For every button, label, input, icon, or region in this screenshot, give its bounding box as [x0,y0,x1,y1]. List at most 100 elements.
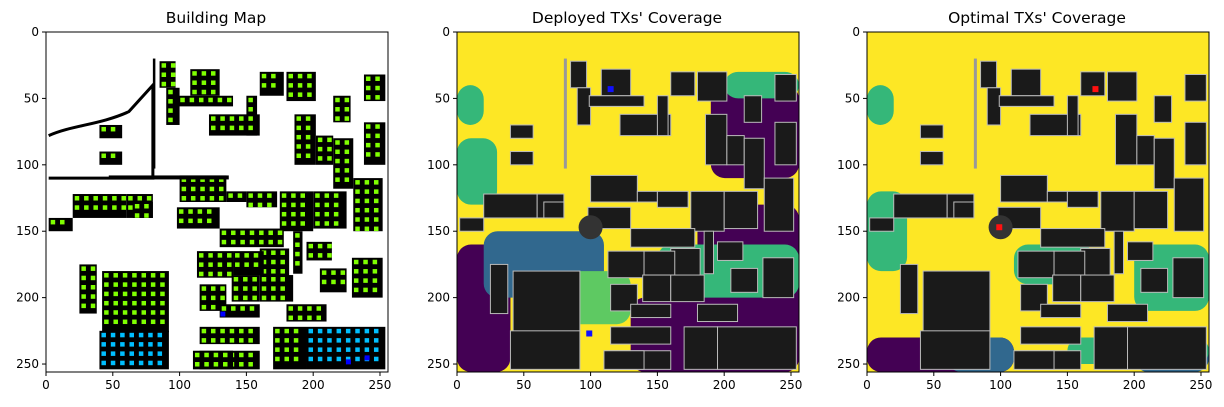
grid-marker [364,198,370,204]
receiver-marker [345,356,351,362]
grid-marker [217,262,223,267]
grid-marker [210,328,216,334]
grid-marker [227,253,232,258]
grid-marker [327,156,332,161]
grid-marker [189,97,195,103]
grid-marker [353,269,359,274]
receiver-marker [327,338,332,343]
wall-line [563,58,567,169]
grid-marker [206,218,212,224]
receiver-marker [120,332,125,338]
grid-marker [324,211,330,217]
building-block [246,95,258,136]
grid-marker [261,259,267,265]
grid-marker [122,300,128,306]
grid-marker [271,269,276,274]
receiver-marker [129,351,134,356]
building-block [919,330,991,370]
grid-marker [284,338,289,343]
grid-marker [74,205,80,210]
grid-marker [333,221,339,226]
grid-marker [220,286,225,291]
grid-marker [261,286,267,291]
receiver-marker [148,342,153,347]
grid-marker [194,352,200,358]
grid-marker [141,310,147,315]
grid-marker [210,286,216,291]
grid-marker [181,196,187,201]
grid-marker [209,196,215,201]
grid-marker [243,277,248,282]
grid-marker [239,125,244,131]
grid-marker [271,83,276,88]
building-block [630,228,696,248]
grid-marker [335,168,340,173]
building-block [192,350,234,370]
grid-marker [235,253,240,258]
grid-marker [277,239,283,245]
grid-marker [213,352,219,358]
grid-marker [296,116,301,121]
grid-marker [307,315,312,321]
grid-marker [333,202,339,208]
grid-marker [208,253,213,258]
grid-marker [317,137,323,143]
receiver-marker [101,360,106,366]
grid-marker [293,328,299,334]
grid-marker [204,362,209,367]
x-tick-label: 200 [1123,378,1146,392]
grid-marker [364,189,370,194]
building-block [919,151,944,166]
grid-marker [132,310,137,315]
receiver-marker [373,356,379,362]
receiver-marker [336,328,342,334]
grid-marker [121,205,126,210]
wall-line [152,58,156,169]
grid-marker [201,295,207,301]
grid-marker [200,186,205,192]
building-block [670,71,696,97]
grid-marker [228,193,233,198]
grid-marker [315,202,320,208]
receiver-marker [317,338,323,343]
grid-marker [104,291,109,297]
grid-marker [293,338,299,343]
grid-marker [372,278,378,283]
building-block [919,124,944,139]
grid-marker [317,156,323,161]
grid-marker [90,266,96,271]
grid-marker [375,76,380,81]
receiver-marker [336,356,342,362]
grid-marker [317,146,323,152]
grid-marker [297,92,303,97]
receiver-marker [364,338,370,343]
building-block [1100,190,1135,232]
building-block [1127,241,1154,261]
grid-marker [209,186,215,192]
receiver-marker [373,347,379,352]
grid-marker [128,196,133,201]
building-block [1040,303,1082,319]
grid-marker [335,149,340,155]
grid-marker [210,125,216,131]
x-tick-label: 100 [168,378,191,392]
grid-marker [375,142,380,148]
grid-marker [300,193,305,198]
grid-marker [248,97,253,103]
grid-marker [288,92,293,97]
grid-marker [317,243,323,249]
receiver-marker [308,338,314,343]
building-block [1040,228,1106,248]
grid-marker [291,202,296,208]
grid-marker [137,196,143,201]
grid-marker [344,149,350,155]
building-block [590,174,638,203]
grid-marker [271,286,276,291]
y-tick-label: 100 [16,158,39,172]
grid-marker [50,219,56,225]
grid-marker [190,177,196,182]
building-block [1133,190,1169,230]
y-tick-label: 0 [442,25,450,39]
building-block [899,263,919,315]
